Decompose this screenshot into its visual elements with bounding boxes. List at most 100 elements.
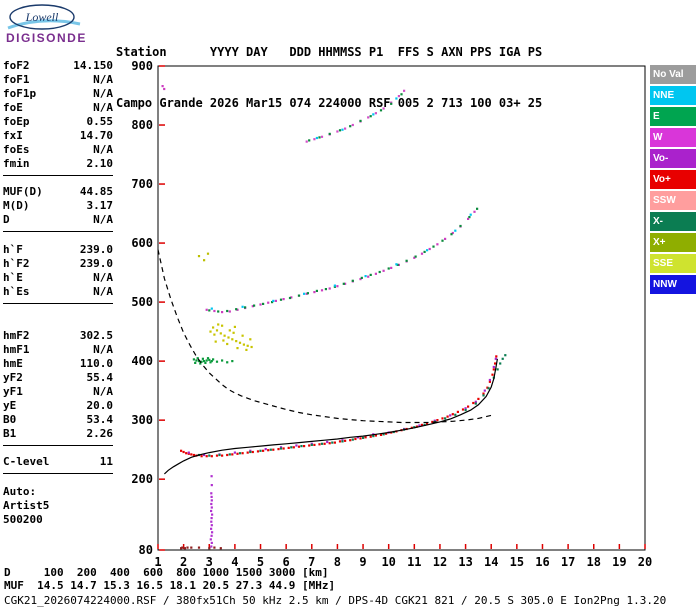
series-f-trace-x [197,354,507,457]
param-group: MUF(D) 44.85 M(D) 3.17 D N/A [3,184,113,232]
param-row: M(D) 3.17 [3,199,113,213]
muf-distance-row: D 100 200 400 600 800 1000 1500 3000 [km… [4,566,329,579]
param-label: C-level [3,455,50,468]
x-axis-label: 18 [587,555,601,569]
param-group: C-level 11 [3,454,113,474]
legend-swatch: X- [650,212,696,231]
param-group: h`F 239.0 h`F2 239.0 h`E N/A h`Es N/A [3,242,113,304]
param-label: yE [3,399,17,412]
x-axis-label: 3 [206,555,213,569]
param-group: Auto: Artist5 500200 [3,484,113,531]
header-field-names: Station YYYY DAY DDD HHMMSS P1 FFS S AXN… [116,45,543,59]
param-label: h`F2 [3,257,30,270]
x-axis-label: 12 [433,555,447,569]
param-row: B0 53.4 [3,413,113,427]
footer: D 100 200 400 600 800 1000 1500 3000 [km… [4,566,666,607]
x-axis-label: 14 [484,555,498,569]
measurement-info-line: CGK21_2026074224000.RSF / 380fx51Ch 50 k… [4,594,667,607]
echo-status-legend: No Val NNE E W Vo- Vo+ SSW X- X+ SSE NNW [650,64,698,295]
series-mid-scatter [197,252,210,262]
x-axis-label: 1 [154,555,161,569]
param-row: hmF1 N/A [3,343,113,357]
param-row: C-level 11 [3,455,113,469]
legend-swatch: SSE [650,254,696,273]
y-axis-label: 700 [131,177,153,191]
curve-muf-transmission-curve [157,249,492,424]
param-value: 20.0 [86,399,114,412]
param-value: 44.85 [79,185,113,198]
param-row: yF1 N/A [3,385,113,399]
param-row: yF2 55.4 [3,371,113,385]
legend-item: Vo- [650,148,698,169]
x-axis-label: 4 [231,555,238,569]
legend-item: SSW [650,190,698,211]
x-axis-label: 6 [283,555,290,569]
param-value: 14.70 [79,129,113,142]
series-third-multiple-oblique [315,97,398,140]
series-e-scatter [192,357,234,365]
x-axis-label: 19 [612,555,626,569]
param-row: h`F 239.0 [3,243,113,257]
param-group: hmF2 302.5 hmF1 N/A hmE 110.0 yF2 55.4 yF1 N/A yE 2… [3,328,113,446]
param-value: 14.150 [73,59,113,72]
series-rfi-vertical-line [209,475,214,548]
x-axis-label: 8 [334,555,341,569]
ionogram-plot: 900 800 700 600 500 400 300 200 80 1 2 3 4 5 6 7 8 9 10 11 1… [122,58,682,588]
param-row: hmF2 302.5 [3,329,113,343]
digisonde-logo: Lowell DIGISONDE [2,2,114,52]
param-label: hmE [3,357,23,370]
param-label: fxI [3,129,23,142]
param-label: foEp [3,115,30,128]
logo-graphic: Lowell DIGISONDE [6,4,85,45]
series-second-multiple-x [208,207,479,313]
x-axis-label: 9 [359,555,366,569]
param-value: 302.5 [79,329,113,342]
param-row: MUF(D) 44.85 [3,185,113,199]
series-third-multiple-o [305,89,406,143]
param-row: B1 2.26 [3,427,113,441]
param-row: Artist5 [3,499,113,513]
x-axis-label: 11 [407,555,421,569]
param-row: foF2 14.150 [3,59,113,73]
param-label: yF1 [3,385,23,398]
param-value: 55.4 [86,371,114,384]
param-row: foEs N/A [3,143,113,157]
param-row: foEp 0.55 [3,115,113,129]
param-value: N/A [93,87,113,100]
param-label: h`F [3,243,23,256]
param-label: h`E [3,271,23,284]
series-third-multiple-x [308,93,403,142]
param-row: h`F2 239.0 [3,257,113,271]
series-stray-echo [161,85,166,91]
x-axis-label: 10 [381,555,395,569]
legend-swatch: W [650,128,696,147]
x-axis-label: 13 [458,555,472,569]
param-value: 2.26 [86,427,114,440]
legend-swatch: NNW [650,275,696,294]
legend-swatch: Vo+ [650,170,696,189]
y-axis-label: 80 [139,543,153,557]
param-group: foF2 14.150 foF1 N/A foF1p N/A foE N/A foEp 0.55 f… [3,58,113,176]
param-label: B1 [3,427,17,440]
legend-swatch: X+ [650,233,696,252]
legend-item: SSE [650,253,698,274]
legend-item: No Val [650,64,698,85]
param-label: B0 [3,413,17,426]
param-value: N/A [93,101,113,114]
legend-swatch: SSW [650,191,696,210]
legend-item: W [650,127,698,148]
param-row: fxI 14.70 [3,129,113,143]
param-value: 0.55 [86,115,114,128]
y-axis-label: 500 [131,295,153,309]
param-value: 53.4 [86,413,114,426]
param-value: N/A [93,73,113,86]
param-value: N/A [93,385,113,398]
muf-frequency-row: MUF 14.5 14.7 15.3 16.5 18.1 20.5 27.3 4… [4,579,336,592]
param-value: N/A [93,285,113,298]
param-value: 3.17 [86,199,114,212]
series-second-multiple-o [205,210,476,314]
param-value: 239.0 [79,257,113,270]
legend-item: NNW [650,274,698,295]
station-header: Station YYYY DAY DDD HHMMSS P1 FFS S AXN… [116,10,542,129]
